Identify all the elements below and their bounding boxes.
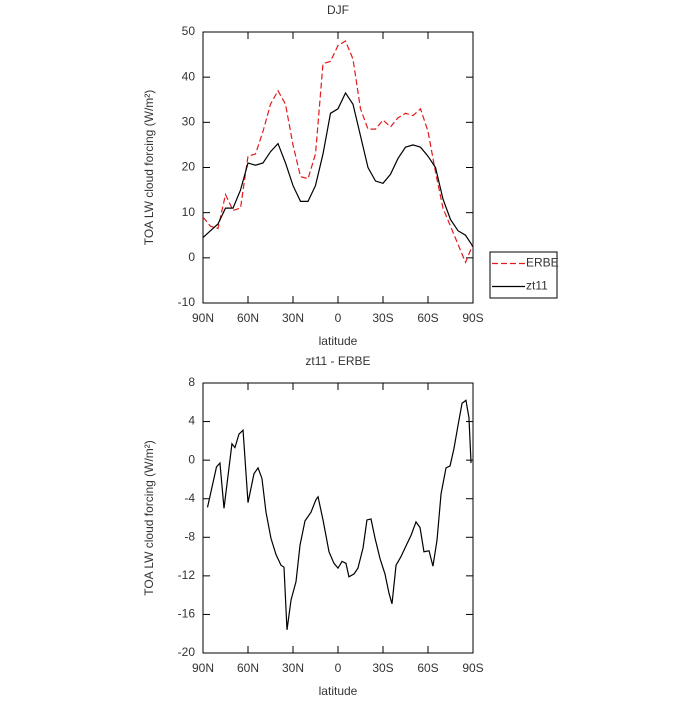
y-axis-label: TOA LW cloud forcing (W/m²) [142, 90, 156, 246]
x-tick-label: 30S [372, 311, 393, 325]
y-tick-label: 8 [188, 375, 195, 389]
y-tick-label: 30 [182, 115, 196, 129]
y-tick-label: 40 [182, 69, 196, 83]
data-line [206, 399, 472, 630]
y-tick-label: -10 [178, 295, 196, 309]
legend-box [489, 251, 558, 299]
x-tick-label: 90N [192, 311, 214, 325]
legend-label: zt11 [526, 279, 548, 293]
chart-title: DJF [327, 3, 349, 17]
y-tick-label: 20 [182, 160, 196, 174]
data-line [202, 91, 474, 247]
chart-title: zt11 - ERBE [305, 354, 370, 368]
x-tick-label: 30N [282, 311, 304, 325]
x-tick-label: 60S [417, 661, 438, 675]
y-tick-label: 0 [188, 250, 195, 264]
x-tick-label: 0 [335, 661, 342, 675]
x-tick-label: 60S [417, 311, 438, 325]
x-tick-label: 90S [462, 661, 483, 675]
data-line [202, 40, 474, 264]
x-tick-label: 0 [335, 311, 342, 325]
y-tick-label: 0 [188, 452, 195, 466]
x-tick-label: 90S [462, 311, 483, 325]
x-tick-label: 60N [237, 661, 259, 675]
legend-label: ERBE [526, 256, 559, 270]
x-tick-label: 90N [192, 661, 214, 675]
y-tick-label: 50 [182, 24, 196, 38]
y-tick-label: 4 [188, 414, 195, 428]
x-axis-label: latitude [319, 684, 358, 698]
x-tick-label: 60N [237, 311, 259, 325]
x-tick-label: 30N [282, 661, 304, 675]
y-tick-label: 10 [182, 205, 196, 219]
x-tick-label: 30S [372, 661, 393, 675]
plot-frame [202, 31, 474, 304]
y-tick-label: -8 [184, 529, 195, 543]
y-tick-label: -20 [178, 645, 196, 659]
x-axis-label: latitude [319, 334, 358, 348]
y-tick-label: -12 [178, 568, 196, 582]
y-tick-label: -16 [178, 607, 196, 621]
plot-frame [202, 382, 474, 654]
y-axis-label: TOA LW cloud forcing (W/m²) [142, 440, 156, 596]
y-tick-label: -4 [184, 491, 195, 505]
